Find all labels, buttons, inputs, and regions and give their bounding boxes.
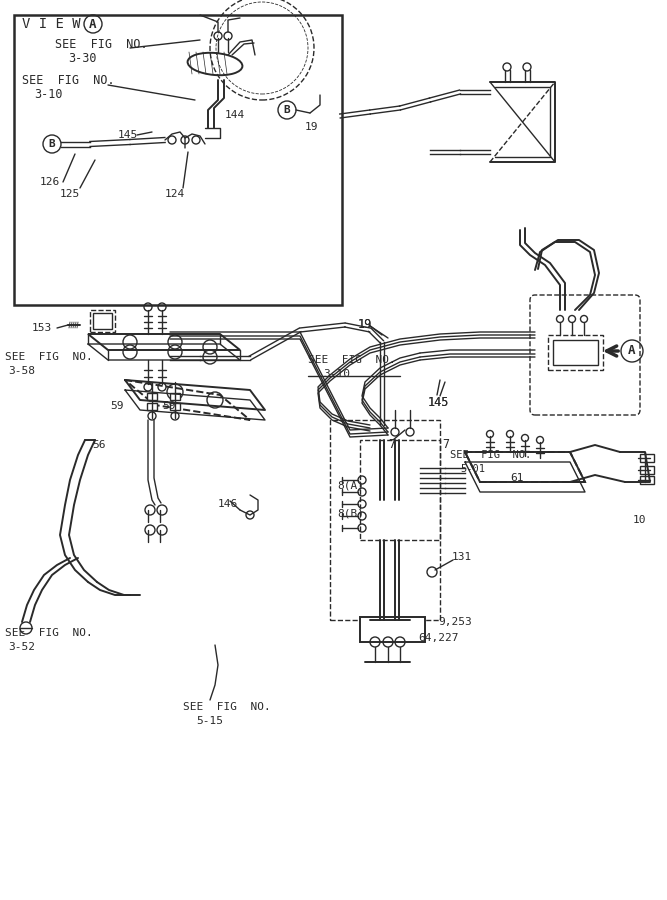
Text: B: B xyxy=(49,139,55,149)
Text: 3-10: 3-10 xyxy=(34,87,63,101)
Text: 146: 146 xyxy=(218,499,238,509)
Bar xyxy=(147,393,157,400)
Text: 8(B): 8(B) xyxy=(337,509,364,519)
Text: 145: 145 xyxy=(428,397,450,410)
Bar xyxy=(360,617,425,642)
Text: 64,227: 64,227 xyxy=(418,633,458,643)
Bar xyxy=(170,403,180,410)
Bar xyxy=(147,403,157,410)
Text: 144: 144 xyxy=(225,110,245,120)
Text: 3-52: 3-52 xyxy=(8,642,35,652)
Bar xyxy=(640,454,654,462)
Text: 19: 19 xyxy=(305,122,319,132)
Text: A: A xyxy=(628,345,636,357)
Text: SEE  FIG  NO.: SEE FIG NO. xyxy=(183,702,271,712)
Text: SEE  FIG  NO.: SEE FIG NO. xyxy=(22,74,115,86)
Bar xyxy=(640,476,654,484)
Bar xyxy=(640,466,654,474)
Text: 131: 131 xyxy=(452,552,472,562)
Text: 145: 145 xyxy=(428,395,450,409)
Text: 10: 10 xyxy=(633,515,646,525)
Bar xyxy=(553,340,598,365)
Text: SEE  FIG  NO.: SEE FIG NO. xyxy=(450,450,531,460)
Text: 19: 19 xyxy=(358,318,372,330)
Bar xyxy=(360,440,440,540)
Bar xyxy=(170,393,180,400)
Text: 126: 126 xyxy=(40,177,60,187)
Text: 5-01: 5-01 xyxy=(460,464,485,474)
Text: V I E W: V I E W xyxy=(22,17,81,31)
Text: 3-30: 3-30 xyxy=(68,52,97,66)
Bar xyxy=(548,335,603,370)
Text: 56: 56 xyxy=(92,440,105,450)
Text: 7: 7 xyxy=(388,437,395,451)
Bar xyxy=(93,313,112,329)
Text: 59: 59 xyxy=(162,401,175,411)
Text: 19: 19 xyxy=(358,319,372,331)
Bar xyxy=(14,15,342,305)
Text: SEE  FIG  NO.: SEE FIG NO. xyxy=(55,39,147,51)
Text: 3-58: 3-58 xyxy=(8,366,35,376)
Text: B: B xyxy=(283,105,290,115)
Text: 7: 7 xyxy=(442,437,449,451)
Bar xyxy=(330,420,440,620)
Text: 9,253: 9,253 xyxy=(438,617,472,627)
Text: SEE  FIG  NO.: SEE FIG NO. xyxy=(5,628,93,638)
Text: 8(A): 8(A) xyxy=(337,480,364,490)
Text: 59: 59 xyxy=(110,401,123,411)
Text: 153: 153 xyxy=(32,323,52,333)
Text: SEE  FIG  NO.: SEE FIG NO. xyxy=(308,355,396,365)
Bar xyxy=(90,310,115,332)
Text: SEE  FIG  NO.: SEE FIG NO. xyxy=(5,352,93,362)
Text: 124: 124 xyxy=(165,189,185,199)
Text: A: A xyxy=(89,17,97,31)
Text: 145: 145 xyxy=(118,130,138,140)
Text: 5-15: 5-15 xyxy=(196,716,223,726)
Text: 3-10: 3-10 xyxy=(323,369,350,379)
Text: 125: 125 xyxy=(60,189,80,199)
Text: 61: 61 xyxy=(510,473,524,483)
